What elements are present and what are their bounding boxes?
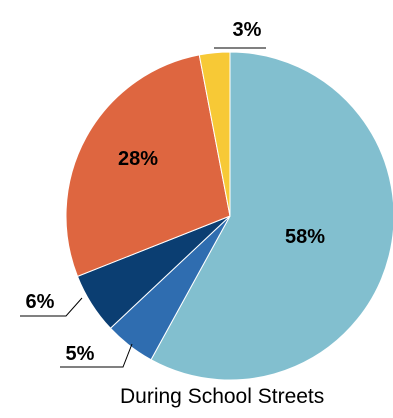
pie-slice [150,51,393,381]
leader-line [20,297,83,317]
chart-caption: During School Streets [120,385,325,408]
data-label: 6% [26,291,55,313]
data-label: 5% [66,343,95,365]
data-label: 3% [233,19,262,41]
leader-line [60,343,133,368]
data-label: 28% [118,148,158,170]
data-label: 58% [285,226,325,248]
pie-slice [65,54,231,278]
pie-slice [198,51,231,217]
